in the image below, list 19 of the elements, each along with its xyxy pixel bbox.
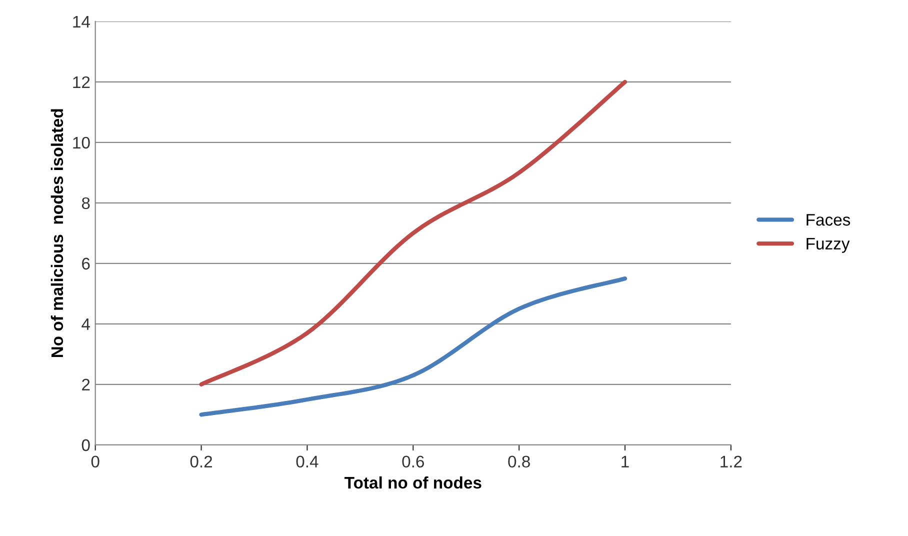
x-tick-label: 1.2 (720, 456, 742, 468)
y-tick-label: 4 (82, 318, 90, 330)
x-tick-label: 0 (91, 456, 100, 468)
x-axis-title: Total no of nodes (344, 476, 482, 489)
y-tick-label: 14 (73, 16, 90, 28)
y-tick-label: 10 (73, 136, 90, 149)
legend-label: Faces (806, 214, 850, 226)
y-tick-label: 2 (82, 378, 90, 390)
y-tick-label: 0 (82, 439, 90, 452)
x-tick-label: 0.4 (296, 456, 318, 468)
y-tick-label: 6 (82, 258, 90, 270)
x-tick-label: 0.6 (402, 456, 424, 468)
x-tick-label: 1 (622, 456, 629, 468)
y-tick-label: 12 (73, 76, 90, 88)
x-tick-label: 0.8 (508, 456, 530, 468)
x-tick-label: 0.2 (190, 456, 212, 468)
legend-label: Fuzzy (806, 238, 850, 253)
y-tick-label: 8 (82, 197, 90, 210)
y-axis-title: No of malicious nodes isolated (50, 109, 64, 358)
